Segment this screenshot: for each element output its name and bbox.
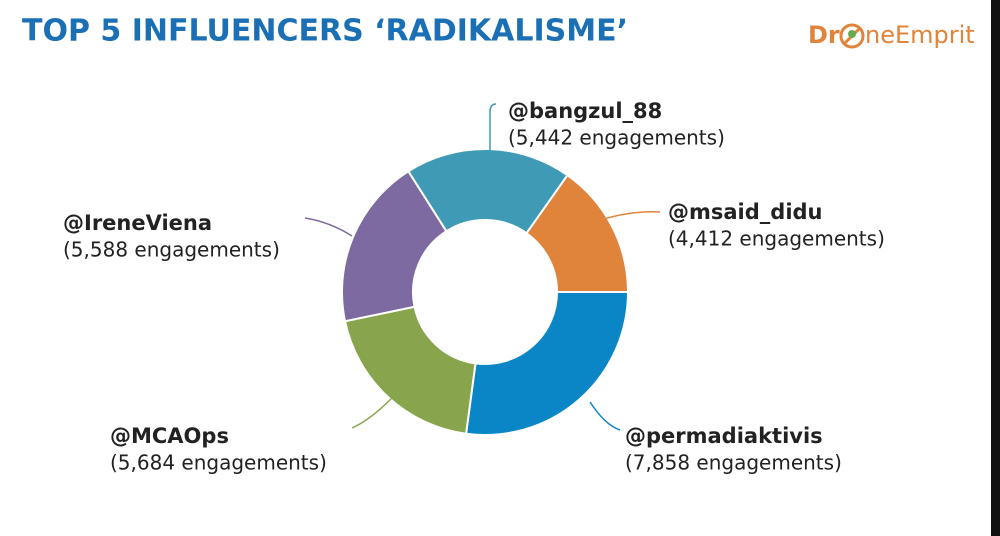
donut-slice (343, 305, 477, 435)
logo-icon (839, 23, 865, 49)
value-label: (5,684 engagements) (110, 451, 327, 475)
logo-left: Dr (808, 21, 840, 49)
leader-line (304, 217, 353, 237)
value-label: (5,588 engagements) (63, 238, 280, 262)
value-label: (4,412 engagements) (668, 227, 885, 251)
slice-label: @msaid_didu (668, 200, 823, 224)
screen-edge (991, 0, 1000, 536)
leader-line (579, 211, 661, 229)
logo-right: neEmprit (865, 21, 975, 49)
slice-label: @bangzul_88 (508, 99, 662, 123)
logo-icon-bird (848, 30, 856, 38)
slice-label: @MCAOps (110, 424, 229, 448)
donut-slice (407, 148, 569, 235)
chart-title: TOP 5 INFLUENCERS ‘RADIKALISME’ (22, 14, 628, 49)
value-label: (7,858 engagements) (625, 451, 842, 475)
value-label: (5,442 engagements) (508, 126, 725, 150)
logo: Dr neEmprit (808, 21, 975, 49)
donut-slice (464, 291, 630, 436)
slice-label: @IreneViena (63, 211, 212, 235)
donut-slice (341, 169, 448, 323)
leader-line (351, 397, 393, 429)
slice-label: @permadiaktivis (625, 424, 823, 448)
leader-line (489, 103, 497, 150)
leader-line (589, 401, 621, 431)
